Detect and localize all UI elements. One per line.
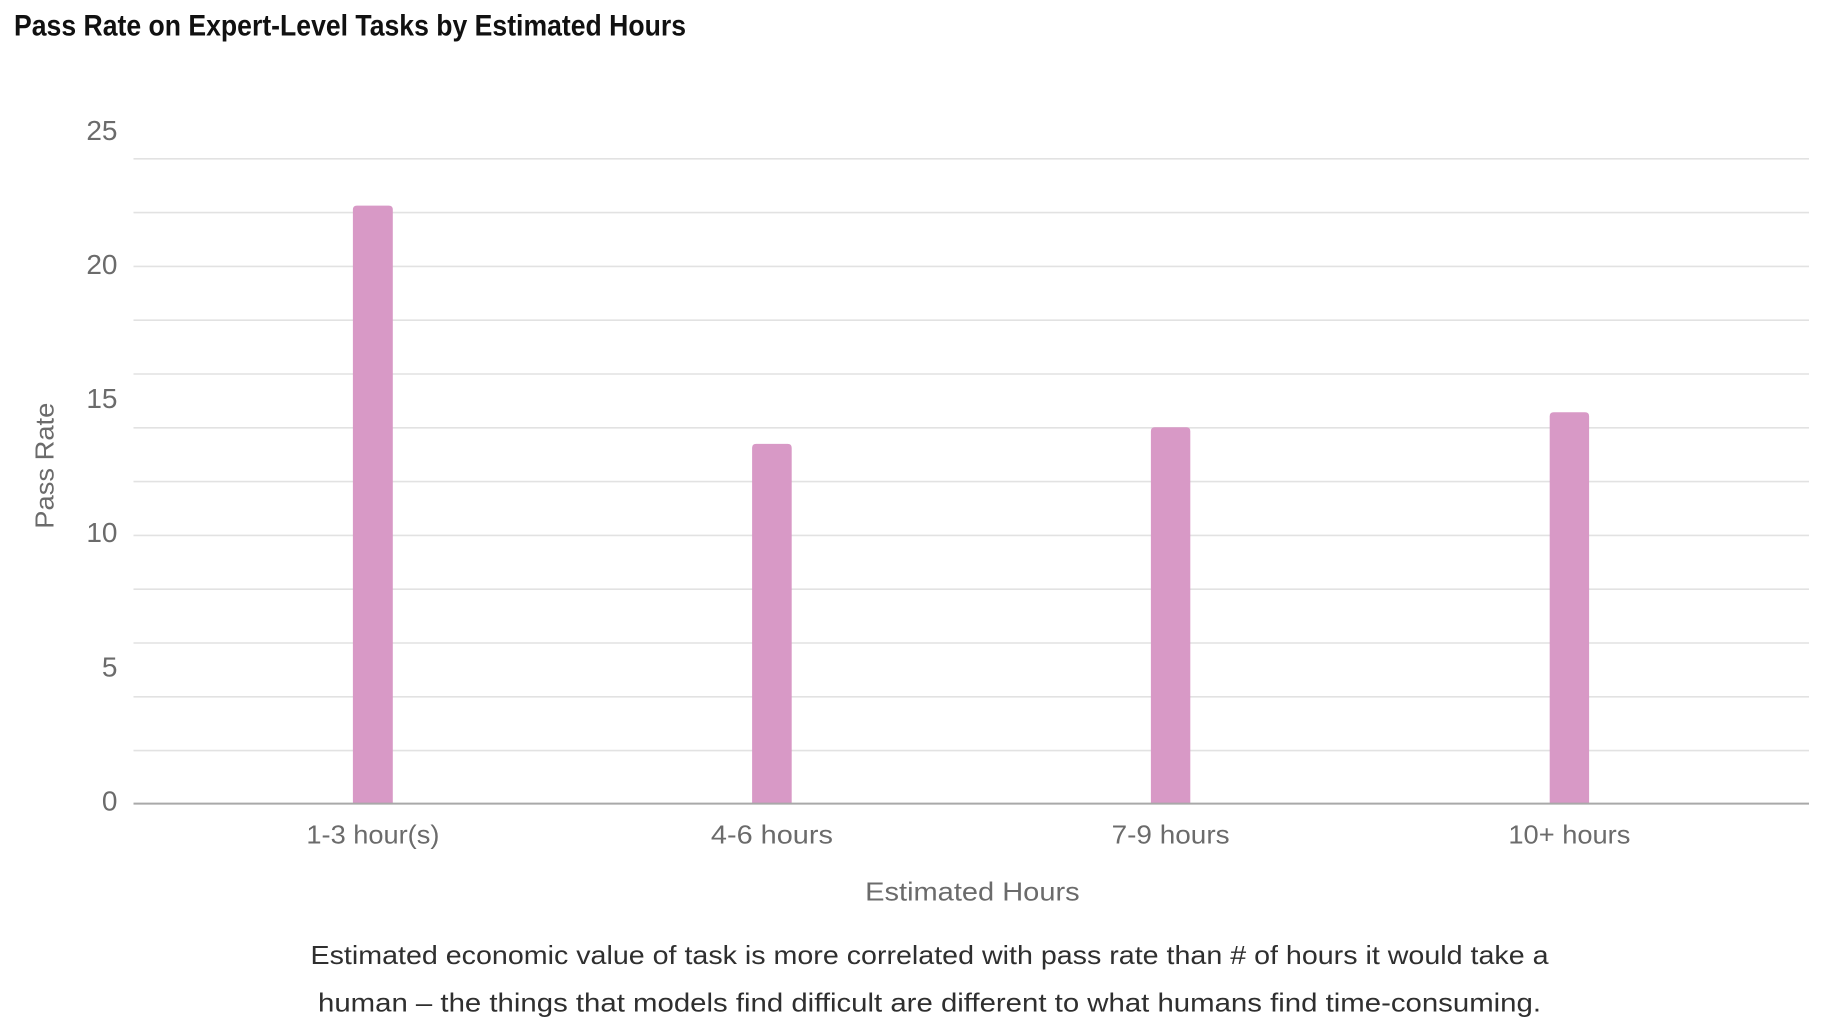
svg-text:1-3 hour(s): 1-3 hour(s) <box>306 820 439 850</box>
svg-text:0: 0 <box>102 786 118 817</box>
svg-text:10: 10 <box>86 517 117 548</box>
svg-text:10+ hours: 10+ hours <box>1508 820 1630 850</box>
svg-text:20: 20 <box>86 249 117 280</box>
svg-text:25: 25 <box>86 115 117 146</box>
svg-text:Pass Rate: Pass Rate <box>30 403 60 529</box>
svg-text:5: 5 <box>102 651 118 682</box>
svg-text:human – the things that models: human – the things that models find diff… <box>318 988 1541 1018</box>
svg-text:Estimated Hours: Estimated Hours <box>865 876 1080 906</box>
svg-text:Estimated economic value of ta: Estimated economic value of task is more… <box>311 940 1550 970</box>
svg-text:4-6 hours: 4-6 hours <box>711 820 833 850</box>
svg-text:Pass Rate on Expert-Level Task: Pass Rate on Expert-Level Tasks by Estim… <box>14 10 686 43</box>
svg-text:7-9 hours: 7-9 hours <box>1112 820 1230 850</box>
svg-text:15: 15 <box>86 383 117 414</box>
